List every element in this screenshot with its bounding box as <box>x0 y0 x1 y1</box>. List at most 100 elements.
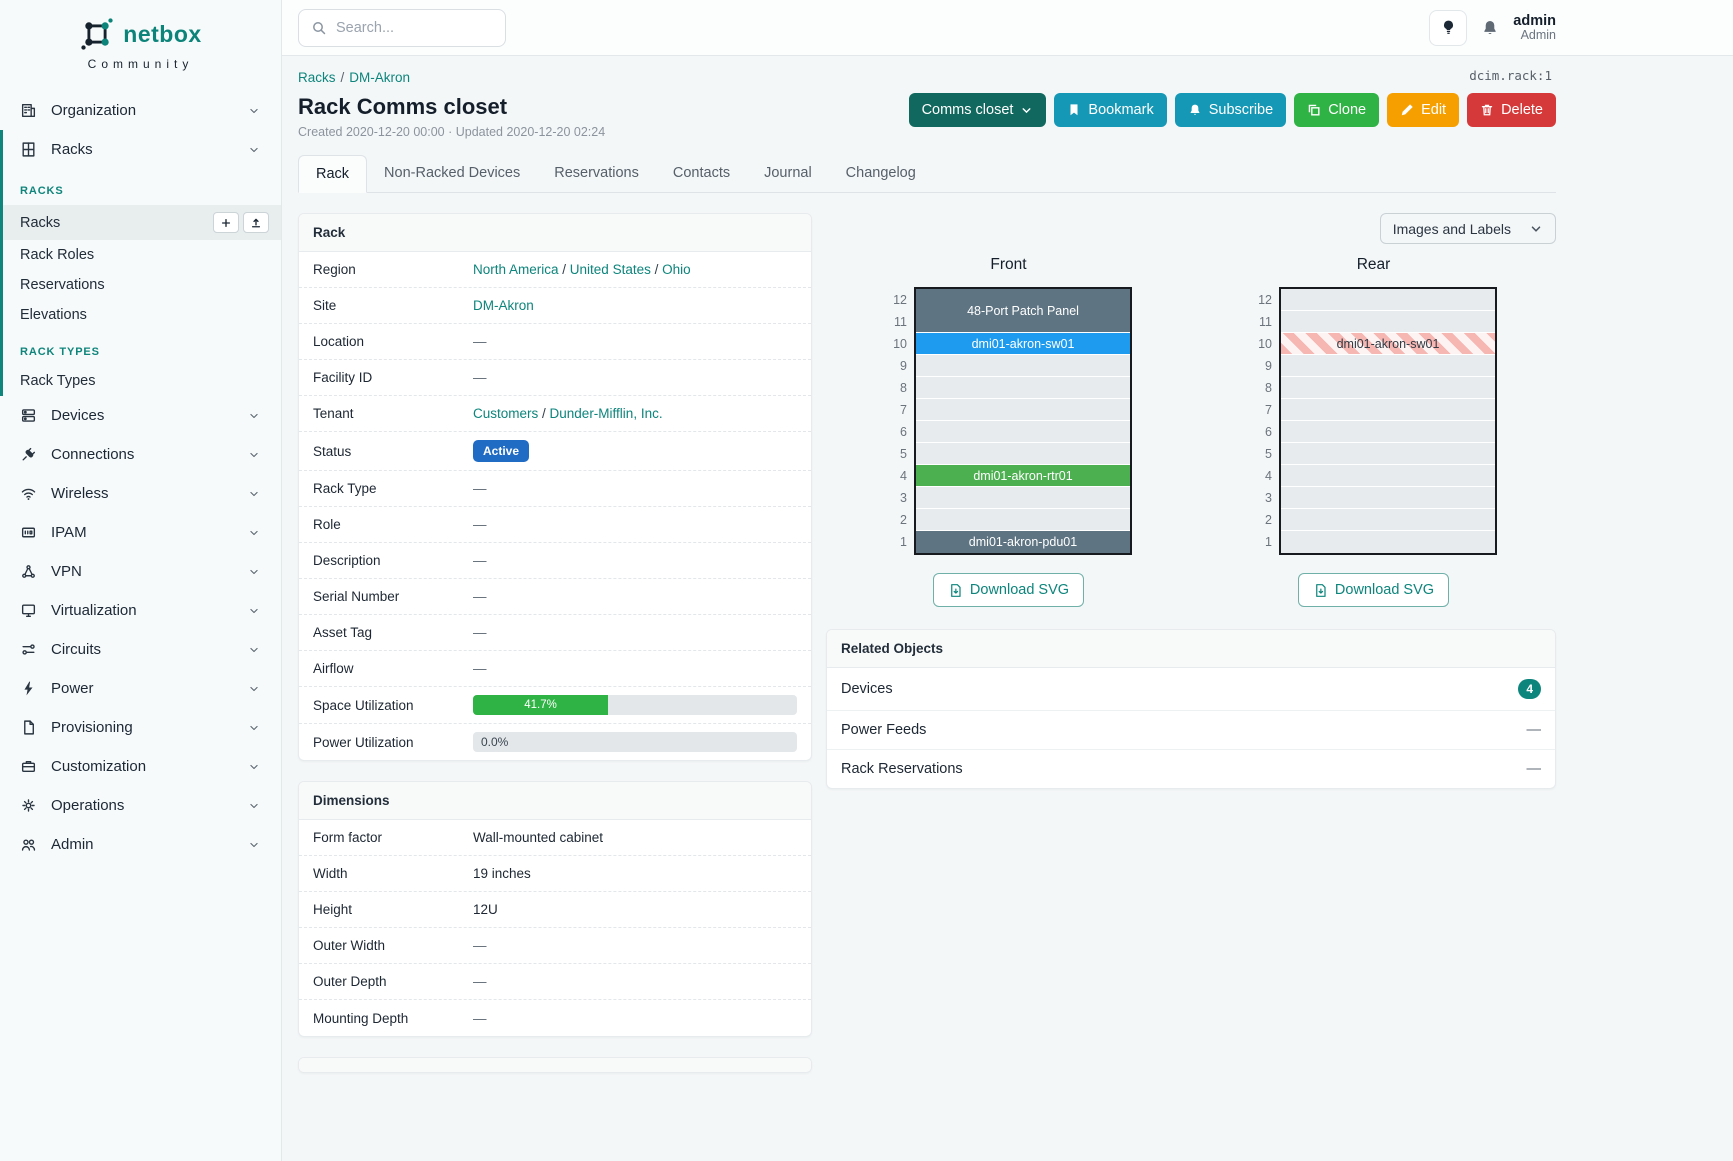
download-svg-button[interactable]: Download SVG <box>1297 573 1450 607</box>
sidebar-item-racks[interactable]: Racks <box>3 205 281 240</box>
subscribe-button[interactable]: Subscribe <box>1174 93 1287 127</box>
search-box[interactable] <box>298 8 506 47</box>
field-value: — <box>473 589 797 604</box>
sidebar-item-customization[interactable]: Customization <box>0 747 281 786</box>
clone-button[interactable]: Clone <box>1294 93 1380 127</box>
sidebar-item-reservations[interactable]: Reservations <box>3 270 281 300</box>
tab-rack[interactable]: Rack <box>298 155 368 193</box>
sidebar-item-vpn[interactable]: VPN <box>0 552 281 591</box>
rack-rear: dmi01-akron-sw01 <box>1279 287 1497 555</box>
sidebar-item-operations[interactable]: Operations <box>0 786 281 825</box>
object-id: dcim.rack:1 <box>1469 68 1552 83</box>
unit-number: 4 <box>1265 469 1272 483</box>
dark-mode-toggle-button[interactable] <box>1429 9 1468 46</box>
rack-device[interactable]: dmi01-akron-sw01 <box>1281 333 1495 355</box>
related-row-devices[interactable]: Devices 4 <box>827 668 1555 711</box>
rack-diagram: 12 11 10 9 8 7 6 5 4 3 2 1 dmi01-akron-sw01 <box>1250 287 1497 555</box>
progress-fill: 41.7% <box>473 695 609 715</box>
server-icon <box>20 407 37 424</box>
sidebar-item-devices[interactable]: Devices <box>0 396 281 435</box>
rack-empty-unit <box>1281 421 1495 443</box>
unit-numbers: 12 11 10 9 8 7 6 5 4 3 2 1 <box>885 287 907 555</box>
value-link[interactable]: North America <box>473 262 559 277</box>
field-label: Space Utilization <box>313 697 414 713</box>
sidebar-item-connections[interactable]: Connections <box>0 435 281 474</box>
images-and-labels-select[interactable]: Images and Labels <box>1379 213 1556 244</box>
wifi-icon <box>20 485 37 502</box>
rack-empty-unit <box>1281 355 1495 377</box>
sidebar-item-label: Reservations <box>20 277 105 293</box>
field-row-facility-id: Facility ID — <box>299 360 811 396</box>
sidebar-item-circuits[interactable]: Circuits <box>0 630 281 669</box>
page-title: Rack Comms closet <box>298 94 508 119</box>
breadcrumb-link[interactable]: Racks <box>298 70 336 85</box>
field-label: Tenant <box>313 406 354 421</box>
sidebar-item-virtualization[interactable]: Virtualization <box>0 591 281 630</box>
delete-button[interactable]: Delete <box>1467 93 1556 127</box>
notifications-bell-icon[interactable] <box>1481 19 1499 37</box>
download-row: Download SVG <box>1250 573 1497 607</box>
related-row-power-feeds[interactable]: Power Feeds — <box>827 711 1555 750</box>
rack-device[interactable]: dmi01-akron-sw01 <box>916 333 1130 355</box>
import-button[interactable] <box>243 212 269 233</box>
value-link[interactable]: Ohio <box>662 262 691 277</box>
sidebar-item-admin[interactable]: Admin <box>0 825 281 864</box>
plus-button[interactable] <box>213 212 239 233</box>
value-link[interactable]: Dunder-Mifflin, Inc. <box>549 406 663 421</box>
value-link[interactable]: United States <box>569 262 651 277</box>
tab-reservations[interactable]: Reservations <box>554 165 639 181</box>
sidebar-item-racks[interactable]: Racks <box>3 130 281 169</box>
value-link[interactable]: Customers <box>473 406 539 421</box>
breadcrumb-link[interactable]: DM-Akron <box>349 70 411 85</box>
chevron-down-icon <box>247 760 261 774</box>
sidebar-item-label: Devices <box>51 407 105 424</box>
rack-panel: Rack Region North America / United States… <box>298 213 812 761</box>
elevation-title: Front <box>990 256 1027 273</box>
sidebar-item-ipam[interactable]: IPAM <box>0 513 281 552</box>
bookmark-button[interactable]: Bookmark <box>1054 93 1167 127</box>
related-row-rack-reservations[interactable]: Rack Reservations — <box>827 750 1555 788</box>
field-label: Outer Depth <box>313 974 387 989</box>
rack-empty-unit <box>916 399 1130 421</box>
sidebar-item-rack-types[interactable]: Rack Types <box>3 366 281 396</box>
search-input[interactable] <box>336 19 476 36</box>
sidebar-item-wireless[interactable]: Wireless <box>0 474 281 513</box>
sidebar-item-elevations[interactable]: Elevations <box>3 300 281 330</box>
field-value: — <box>473 517 797 532</box>
user-menu[interactable]: admin Admin <box>1513 13 1556 42</box>
edit-button[interactable]: Edit <box>1387 93 1460 127</box>
related-objects-title: Related Objects <box>827 630 1555 668</box>
field-row-role: Role — <box>299 507 811 543</box>
download-svg-button[interactable]: Download SVG <box>932 573 1085 607</box>
rack-diagram: 12 11 10 9 8 7 6 5 4 3 2 1 48-Port Patch Panel dmi01-… <box>885 287 1132 555</box>
context-dropdown-button[interactable]: Comms closet <box>908 93 1047 127</box>
empty-value: — <box>473 974 487 989</box>
tab-journal[interactable]: Journal <box>764 165 812 181</box>
gear-icon <box>20 797 37 814</box>
sidebar-item-organization[interactable]: Organization <box>0 91 281 130</box>
rack-device[interactable]: dmi01-akron-pdu01 <box>916 531 1130 553</box>
topbar: admin Admin <box>282 0 1733 56</box>
sidebar-item-rack-roles[interactable]: Rack Roles <box>3 240 281 270</box>
rack-panel-title: Rack <box>299 214 811 252</box>
file-download-icon <box>1313 583 1328 598</box>
unit-number: 11 <box>894 315 907 329</box>
value-link[interactable]: DM-Akron <box>473 298 534 313</box>
field-row-outer-depth: Outer Depth — <box>299 964 811 1000</box>
rack-device[interactable]: 48-Port Patch Panel <box>916 289 1130 333</box>
tab-changelog[interactable]: Changelog <box>845 165 916 181</box>
tab-non-racked-devices[interactable]: Non-Racked Devices <box>384 165 521 181</box>
related-label: Power Feeds <box>841 722 927 738</box>
document-icon <box>20 719 37 736</box>
rack-empty-unit <box>1281 531 1495 553</box>
download-row: Download SVG <box>885 573 1132 607</box>
sidebar-item-label: Organization <box>51 102 137 119</box>
rack-empty-unit <box>916 377 1130 399</box>
rack-device[interactable]: dmi01-akron-rtr01 <box>916 465 1130 487</box>
sidebar-item-provisioning[interactable]: Provisioning <box>0 708 281 747</box>
tab-contacts[interactable]: Contacts <box>672 165 731 181</box>
monitor-icon <box>20 602 37 619</box>
brand[interactable]: netbox Community <box>0 0 281 75</box>
unit-number: 4 <box>900 469 907 483</box>
sidebar-item-power[interactable]: Power <box>0 669 281 708</box>
